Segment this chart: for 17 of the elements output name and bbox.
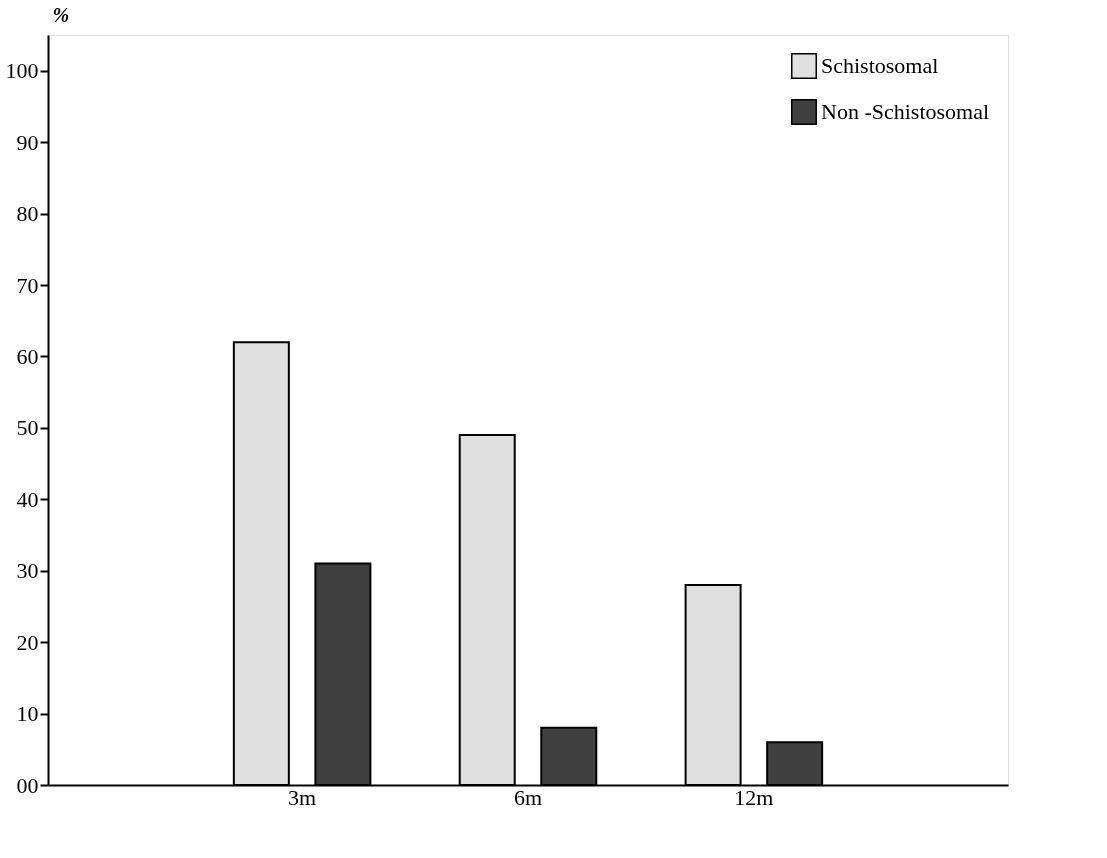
y-tick-label: 60 [16,343,39,369]
legend-label: Non -Schistosomal [821,99,990,124]
y-tick-label: 80 [16,201,39,227]
y-tick-label: 100 [5,58,39,84]
y-tick-label: 90 [16,129,39,155]
y-tick-label: 10 [16,701,39,727]
y-tick-label: 50 [16,415,39,441]
x-tick-label: 12m [734,784,774,810]
y-tick-label: 00 [16,772,39,798]
y-tick-label: 40 [16,486,39,512]
x-tick-label: 6m [513,784,543,810]
y-tick-label: 70 [16,272,39,298]
y-tick-label: 30 [16,558,39,584]
y-tick-label: 20 [16,629,39,655]
y-axis-title: % [52,3,70,26]
legend-label: Schistosomal [821,53,939,78]
x-tick-label: 3m [288,784,317,810]
